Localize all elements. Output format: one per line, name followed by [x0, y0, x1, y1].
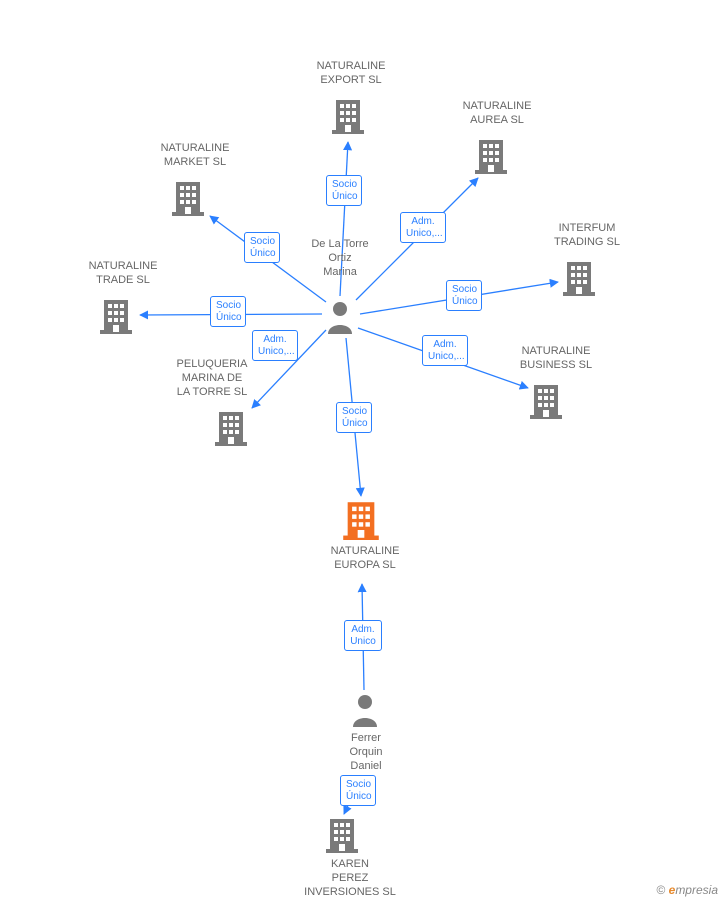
building-icon-karen_perez[interactable] — [326, 817, 358, 858]
node-label-naturaline_trade: NATURALINE TRADE SL — [78, 260, 168, 288]
building-icon-peluqueria[interactable] — [215, 410, 247, 451]
building-icon-naturaline_europa[interactable] — [343, 500, 379, 545]
building-icon-naturaline_business[interactable] — [530, 383, 562, 424]
node-label-naturaline_export: NATURALINE EXPORT SL — [306, 60, 396, 88]
building-icon-naturaline_market[interactable] — [172, 180, 204, 221]
node-label-naturaline_business: NATURALINE BUSINESS SL — [506, 345, 606, 373]
edge-label-ferrer-karen_perez[interactable]: Socio Único — [340, 775, 376, 806]
node-label-ferrer: Ferrer Orquin Daniel — [336, 732, 396, 773]
node-label-naturaline_market: NATURALINE MARKET SL — [150, 142, 240, 170]
node-label-marina: De La Torre Ortiz Marina — [300, 238, 380, 279]
node-label-naturaline_europa: NATURALINE EUROPA SL — [320, 545, 410, 573]
copyright: © empresia — [656, 883, 718, 897]
person-icon-ferrer[interactable] — [350, 693, 380, 732]
node-label-peluqueria: PELUQUERIA MARINA DE LA TORRE SL — [162, 358, 262, 399]
edge-label-marina-naturaline_market[interactable]: Socio Único — [244, 232, 280, 263]
person-icon-marina[interactable] — [325, 300, 355, 339]
building-icon-naturaline_trade[interactable] — [100, 298, 132, 339]
node-label-interfum_trading: INTERFUM TRADING SL — [542, 222, 632, 250]
edge-label-marina-naturaline_export[interactable]: Socio Único — [326, 175, 362, 206]
edge-label-marina-peluqueria[interactable]: Adm. Unico,... — [252, 330, 298, 361]
node-label-naturaline_aurea: NATURALINE AUREA SL — [452, 100, 542, 128]
edge-label-marina-interfum_trading[interactable]: Socio Único — [446, 280, 482, 311]
copyright-rest: mpresia — [675, 883, 718, 897]
edge-label-marina-naturaline_aurea[interactable]: Adm. Unico,... — [400, 212, 446, 243]
building-icon-naturaline_export[interactable] — [332, 98, 364, 139]
edge-label-marina-naturaline_business[interactable]: Adm. Unico,... — [422, 335, 468, 366]
building-icon-naturaline_aurea[interactable] — [475, 138, 507, 179]
node-label-karen_perez: KAREN PEREZ INVERSIONES SL — [300, 858, 400, 899]
edge-label-marina-naturaline_trade[interactable]: Socio Único — [210, 296, 246, 327]
edge-label-marina-naturaline_europa[interactable]: Socio Único — [336, 402, 372, 433]
edge-label-ferrer-naturaline_europa[interactable]: Adm. Unico — [344, 620, 382, 651]
building-icon-interfum_trading[interactable] — [563, 260, 595, 301]
copyright-symbol: © — [656, 883, 665, 897]
